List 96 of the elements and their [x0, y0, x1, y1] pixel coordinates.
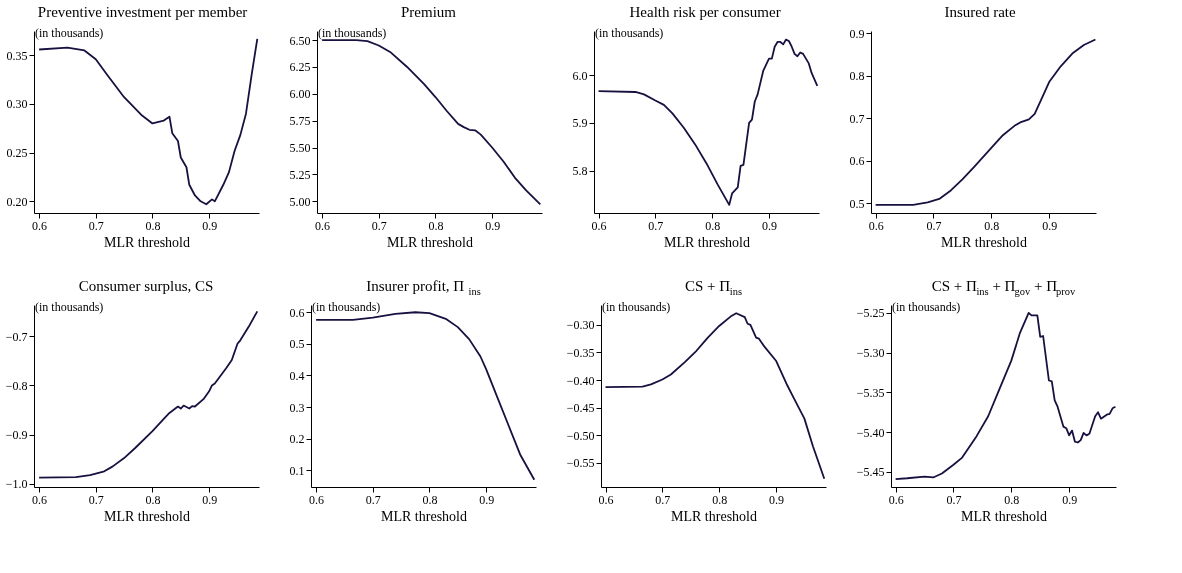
- y-tick-label: −0.55: [566, 456, 595, 471]
- y-tick-label: 0.1: [289, 463, 305, 478]
- x-tick-label: 0.9: [202, 492, 218, 507]
- y-tick-label: −0.35: [566, 345, 595, 360]
- line-series: [604, 312, 826, 480]
- y-tick-label: 0.8: [849, 69, 865, 84]
- x-tick-label: 0.7: [655, 492, 671, 507]
- x-tick-label: 0.9: [1042, 218, 1058, 233]
- y-tick-label: 0.20: [6, 194, 28, 209]
- x-axis-title: MLR threshold: [104, 234, 190, 250]
- x-tick-label: 0.9: [479, 492, 495, 507]
- chart-title: Insured rate: [944, 4, 1016, 20]
- y-tick-label: 5.50: [289, 141, 311, 155]
- y-tick-label: 5.75: [289, 114, 311, 129]
- chart-title: Premium: [401, 4, 457, 20]
- y-tick-label: 0.2: [289, 432, 305, 447]
- x-tick-label: 0.7: [88, 492, 104, 507]
- y-tick-label: −5.40: [856, 425, 885, 440]
- x-tick-label: 0.8: [428, 218, 444, 233]
- x-tick-label: 0.6: [598, 492, 614, 507]
- y-tick-label: −0.40: [566, 373, 595, 388]
- x-tick-label: 0.8: [422, 492, 438, 507]
- x-tick-label: 0.7: [946, 492, 962, 507]
- x-tick-label: 0.7: [365, 492, 381, 507]
- x-tick-label: 0.7: [371, 218, 387, 233]
- annotation: (in thousands): [318, 26, 387, 40]
- y-tick-label: 5.9: [572, 116, 588, 131]
- annotation: (in thousands): [595, 26, 664, 40]
- x-axis-title: MLR threshold: [664, 234, 750, 250]
- x-axis-title: MLR threshold: [387, 234, 473, 250]
- y-tick-label: 5.25: [289, 167, 311, 182]
- y-tick-label: 0.6: [289, 305, 305, 320]
- x-tick-label: 0.9: [485, 218, 501, 233]
- x-axis-title: MLR threshold: [381, 508, 467, 524]
- chart-title: Consumer surplus, CS: [78, 278, 214, 294]
- y-tick-label: −5.45: [856, 465, 885, 480]
- x-tick-label: 0.6: [591, 218, 607, 233]
- x-tick-label: 0.9: [202, 218, 218, 233]
- x-tick-label: 0.6: [309, 492, 325, 507]
- annotation: (in thousands): [892, 300, 961, 314]
- annotation: (in thousands): [35, 300, 104, 314]
- y-tick-label: 6.50: [289, 33, 311, 48]
- y-tick-label: −5.35: [856, 385, 885, 400]
- y-tick-label: −5.25: [856, 306, 885, 321]
- x-axis-title: MLR threshold: [104, 508, 190, 524]
- x-tick-label: 0.7: [88, 218, 104, 233]
- line-series: [597, 38, 819, 206]
- y-tick-label: −0.8: [5, 378, 28, 393]
- y-tick-label: −5.30: [856, 346, 885, 361]
- y-tick-label: 0.35: [6, 48, 28, 63]
- y-tick-label: 0.7: [849, 111, 865, 126]
- x-axis-title: MLR threshold: [961, 508, 1047, 524]
- y-tick-label: 0.9: [849, 26, 865, 41]
- x-tick-label: 0.8: [984, 218, 1000, 233]
- chart-title: Preventive investment per member: [37, 4, 248, 20]
- x-axis-title: MLR threshold: [941, 234, 1027, 250]
- x-tick-label: 0.8: [712, 492, 728, 507]
- x-tick-label: 0.6: [315, 218, 331, 233]
- y-tick-label: 0.5: [289, 337, 305, 352]
- x-tick-label: 0.9: [769, 492, 784, 507]
- x-tick-label: 0.8: [145, 218, 161, 233]
- annotation: (in thousands): [35, 26, 104, 40]
- x-tick-label: 0.6: [32, 492, 48, 507]
- annotation: (in thousands): [312, 300, 381, 314]
- y-tick-label: 6.00: [289, 87, 311, 102]
- y-tick-label: −0.9: [5, 428, 28, 443]
- y-tick-label: −1.0: [5, 477, 28, 492]
- chart-title: Health risk per consumer: [629, 4, 781, 20]
- y-tick-label: 0.5: [849, 196, 865, 211]
- y-tick-label: −0.50: [566, 428, 595, 443]
- line-series: [321, 39, 542, 206]
- y-tick-label: −0.30: [566, 318, 595, 333]
- y-tick-label: 0.6: [849, 154, 865, 169]
- annotation: (in thousands): [602, 300, 671, 314]
- x-tick-label: 0.7: [926, 218, 942, 233]
- x-tick-label: 0.8: [145, 492, 161, 507]
- y-tick-label: 5.00: [289, 194, 311, 209]
- y-tick-label: 6.25: [289, 60, 311, 75]
- x-tick-label: 0.6: [888, 492, 904, 507]
- x-tick-label: 0.9: [762, 218, 777, 233]
- y-tick-label: 0.3: [289, 400, 305, 415]
- x-tick-label: 0.9: [1062, 492, 1078, 507]
- y-tick-label: 6.0: [572, 68, 588, 83]
- y-tick-label: 0.25: [6, 146, 28, 161]
- x-axis-title: MLR threshold: [671, 508, 757, 524]
- y-tick-label: 0.30: [6, 97, 28, 112]
- line-series: [874, 38, 1096, 206]
- y-tick-label: 0.4: [289, 368, 305, 383]
- x-tick-label: 0.8: [1004, 492, 1020, 507]
- x-tick-label: 0.6: [32, 218, 48, 233]
- y-tick-label: −0.45: [566, 401, 595, 416]
- line-series: [894, 312, 1116, 480]
- y-tick-label: 5.8: [572, 164, 588, 179]
- x-tick-label: 0.7: [648, 218, 664, 233]
- x-tick-label: 0.8: [705, 218, 721, 233]
- y-tick-label: −0.7: [5, 329, 28, 344]
